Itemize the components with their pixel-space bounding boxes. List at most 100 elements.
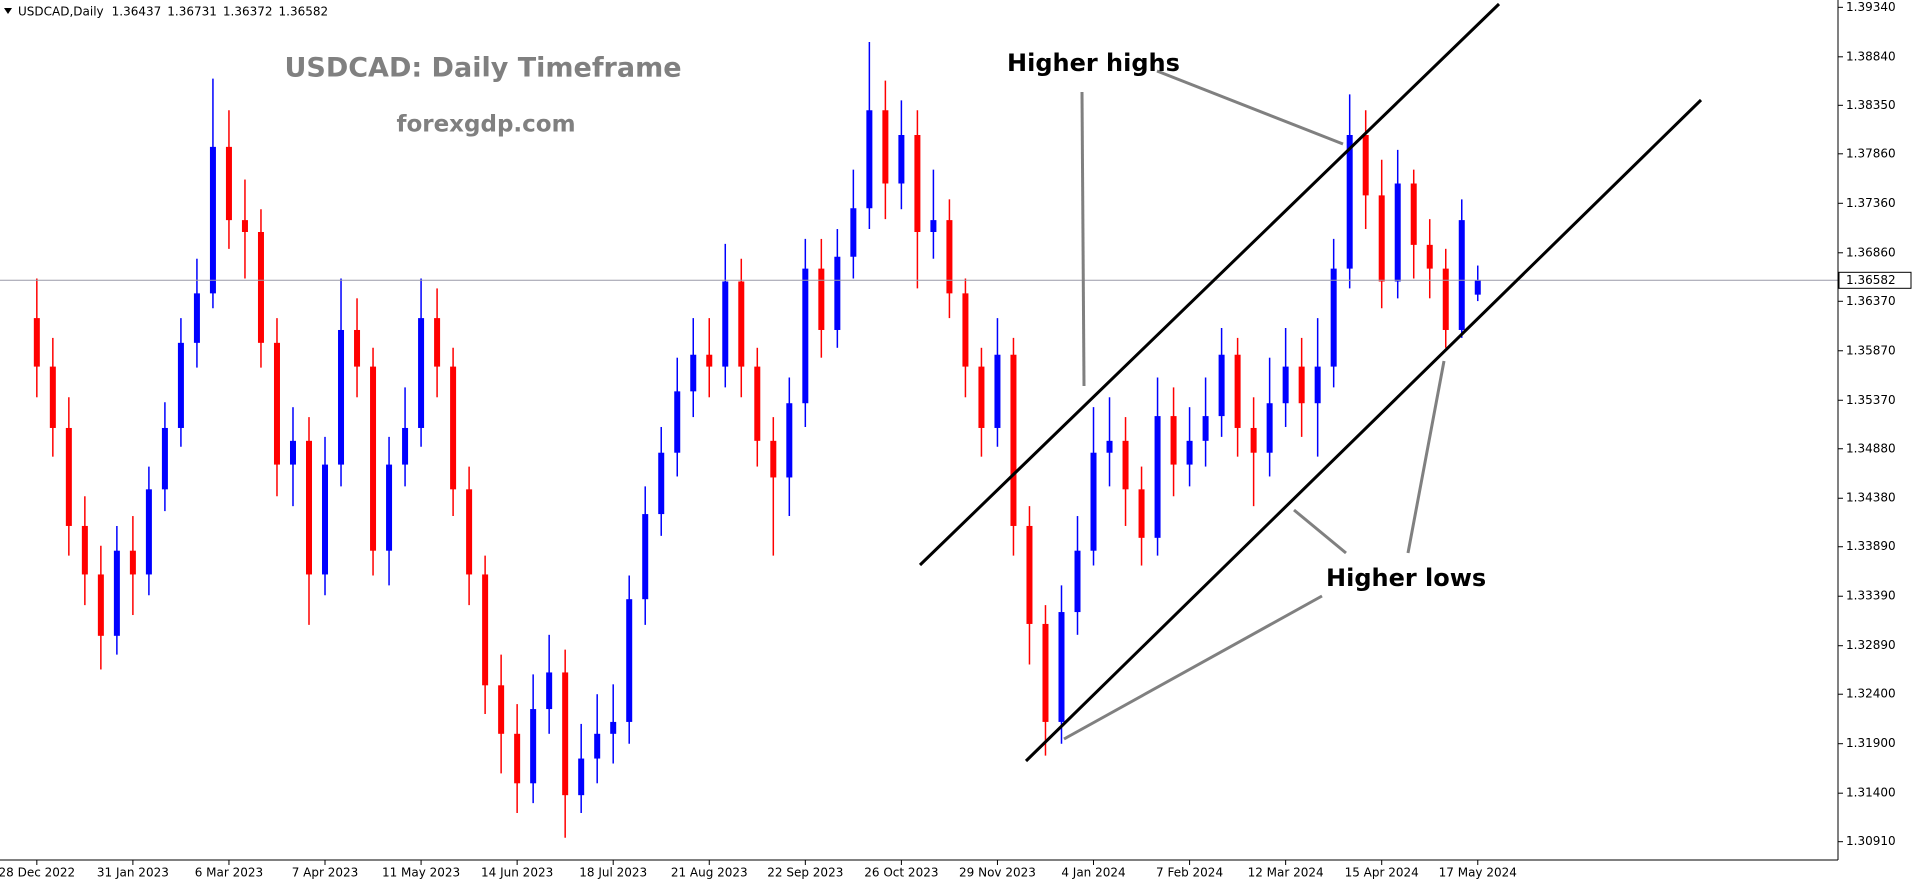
candle-body [1330, 268, 1337, 367]
candle-body [145, 489, 152, 575]
candle-body [338, 329, 345, 465]
y-tick-label: 1.35370 [1846, 393, 1896, 407]
candle-body [786, 403, 793, 478]
header-value: 1.36372 [223, 5, 273, 19]
candle-body [594, 733, 601, 759]
candle-body [738, 281, 745, 367]
x-tick-label: 4 Jan 2024 [1061, 866, 1125, 880]
header-symbol: USDCAD,Daily [18, 5, 104, 19]
candle-body [674, 391, 681, 453]
candle-body [546, 672, 553, 710]
candle-body [65, 427, 72, 526]
candle-body [289, 440, 296, 465]
x-tick-label: 29 Nov 2023 [959, 866, 1036, 880]
x-tick-label: 12 Mar 2024 [1248, 866, 1324, 880]
candle-body [1458, 220, 1465, 330]
y-tick-label: 1.37360 [1846, 196, 1896, 210]
candle-body [482, 574, 489, 686]
chart-subtitle: forexgdp.com [396, 112, 575, 138]
y-tick-label: 1.35870 [1846, 343, 1896, 357]
candle-body [818, 268, 825, 330]
y-tick-label: 1.34380 [1846, 491, 1896, 505]
candle-body [1474, 280, 1481, 295]
candle-body [514, 733, 521, 784]
candle-body [1282, 366, 1289, 404]
x-tick-label: 18 Jul 2023 [579, 866, 647, 880]
current-price-box [1838, 271, 1912, 289]
pointer [1293, 508, 1347, 555]
x-tick-label: 7 Apr 2023 [292, 866, 359, 880]
candle-body [81, 525, 88, 575]
plot [0, 41, 1838, 838]
candle-body [1026, 525, 1033, 624]
candle-body [722, 281, 729, 367]
x-tick-label: 22 Sep 2023 [767, 866, 843, 880]
candle-body [866, 110, 873, 209]
candle-body [1058, 612, 1065, 722]
candle-body [257, 231, 264, 343]
candle-body [209, 146, 216, 294]
x-tick-label: 28 Dec 2022 [0, 866, 75, 880]
candle-body [562, 672, 569, 796]
x-tick-label: 21 Aug 2023 [671, 866, 748, 880]
candle-body [530, 709, 537, 784]
candle-body [834, 256, 841, 330]
y-tick-label: 1.34880 [1846, 441, 1896, 455]
candle-body [754, 366, 761, 441]
candle-body [802, 268, 809, 404]
y-tick-label: 1.33390 [1846, 589, 1896, 603]
candle-body [1186, 440, 1193, 465]
candle-body [450, 366, 457, 490]
y-tick-label: 1.33890 [1846, 539, 1896, 553]
candle-body [322, 464, 329, 575]
candle-body [1394, 183, 1401, 282]
candle-body [1154, 416, 1161, 538]
pointer [1156, 69, 1344, 146]
candle-body [914, 135, 921, 232]
current-price-label: 1.36582 [1846, 273, 1896, 287]
candle-body [49, 366, 56, 428]
candle-body [578, 758, 585, 796]
header-value: 1.36731 [167, 5, 217, 19]
y-tick-label: 1.36860 [1846, 245, 1896, 259]
candle-body [1250, 427, 1257, 453]
candle-body [1298, 366, 1305, 404]
candle-body [978, 366, 985, 428]
candle-body [898, 135, 905, 184]
candle-body [1266, 403, 1273, 453]
candle-body [241, 220, 248, 232]
header-icon [4, 8, 12, 14]
candle-body [610, 721, 617, 734]
candle-body [1106, 440, 1113, 453]
annotation: Higher highs [1007, 49, 1180, 77]
candle-body [642, 514, 649, 600]
candle-body [1170, 416, 1177, 465]
candle-body [1010, 354, 1017, 526]
header-value: 1.36582 [279, 5, 329, 19]
candle-body [930, 220, 937, 232]
candle-body [690, 354, 697, 392]
y-tick-label: 1.32400 [1846, 687, 1896, 701]
channel-upper [918, 2, 1501, 567]
candle-body [193, 293, 200, 343]
y-tick-label: 1.30910 [1846, 834, 1896, 848]
candle-body [498, 685, 505, 734]
chart-title: USDCAD: Daily Timeframe [284, 53, 681, 84]
candle-body [1138, 489, 1145, 538]
candle-body [882, 110, 889, 184]
candle-body [994, 354, 1001, 428]
y-tick-label: 1.38350 [1846, 98, 1896, 112]
pointer [1080, 91, 1086, 387]
candle-body [33, 318, 40, 367]
candle-body [161, 427, 168, 490]
candle-body [225, 146, 232, 221]
candle-body [850, 208, 857, 257]
candle-body [706, 354, 713, 367]
x-tick-label: 11 May 2023 [382, 866, 460, 880]
x-tick-label: 31 Jan 2023 [97, 866, 169, 880]
candle-body [946, 220, 953, 294]
candle-body [1202, 416, 1209, 441]
candle-body [1218, 354, 1225, 417]
candle-body [354, 329, 361, 367]
